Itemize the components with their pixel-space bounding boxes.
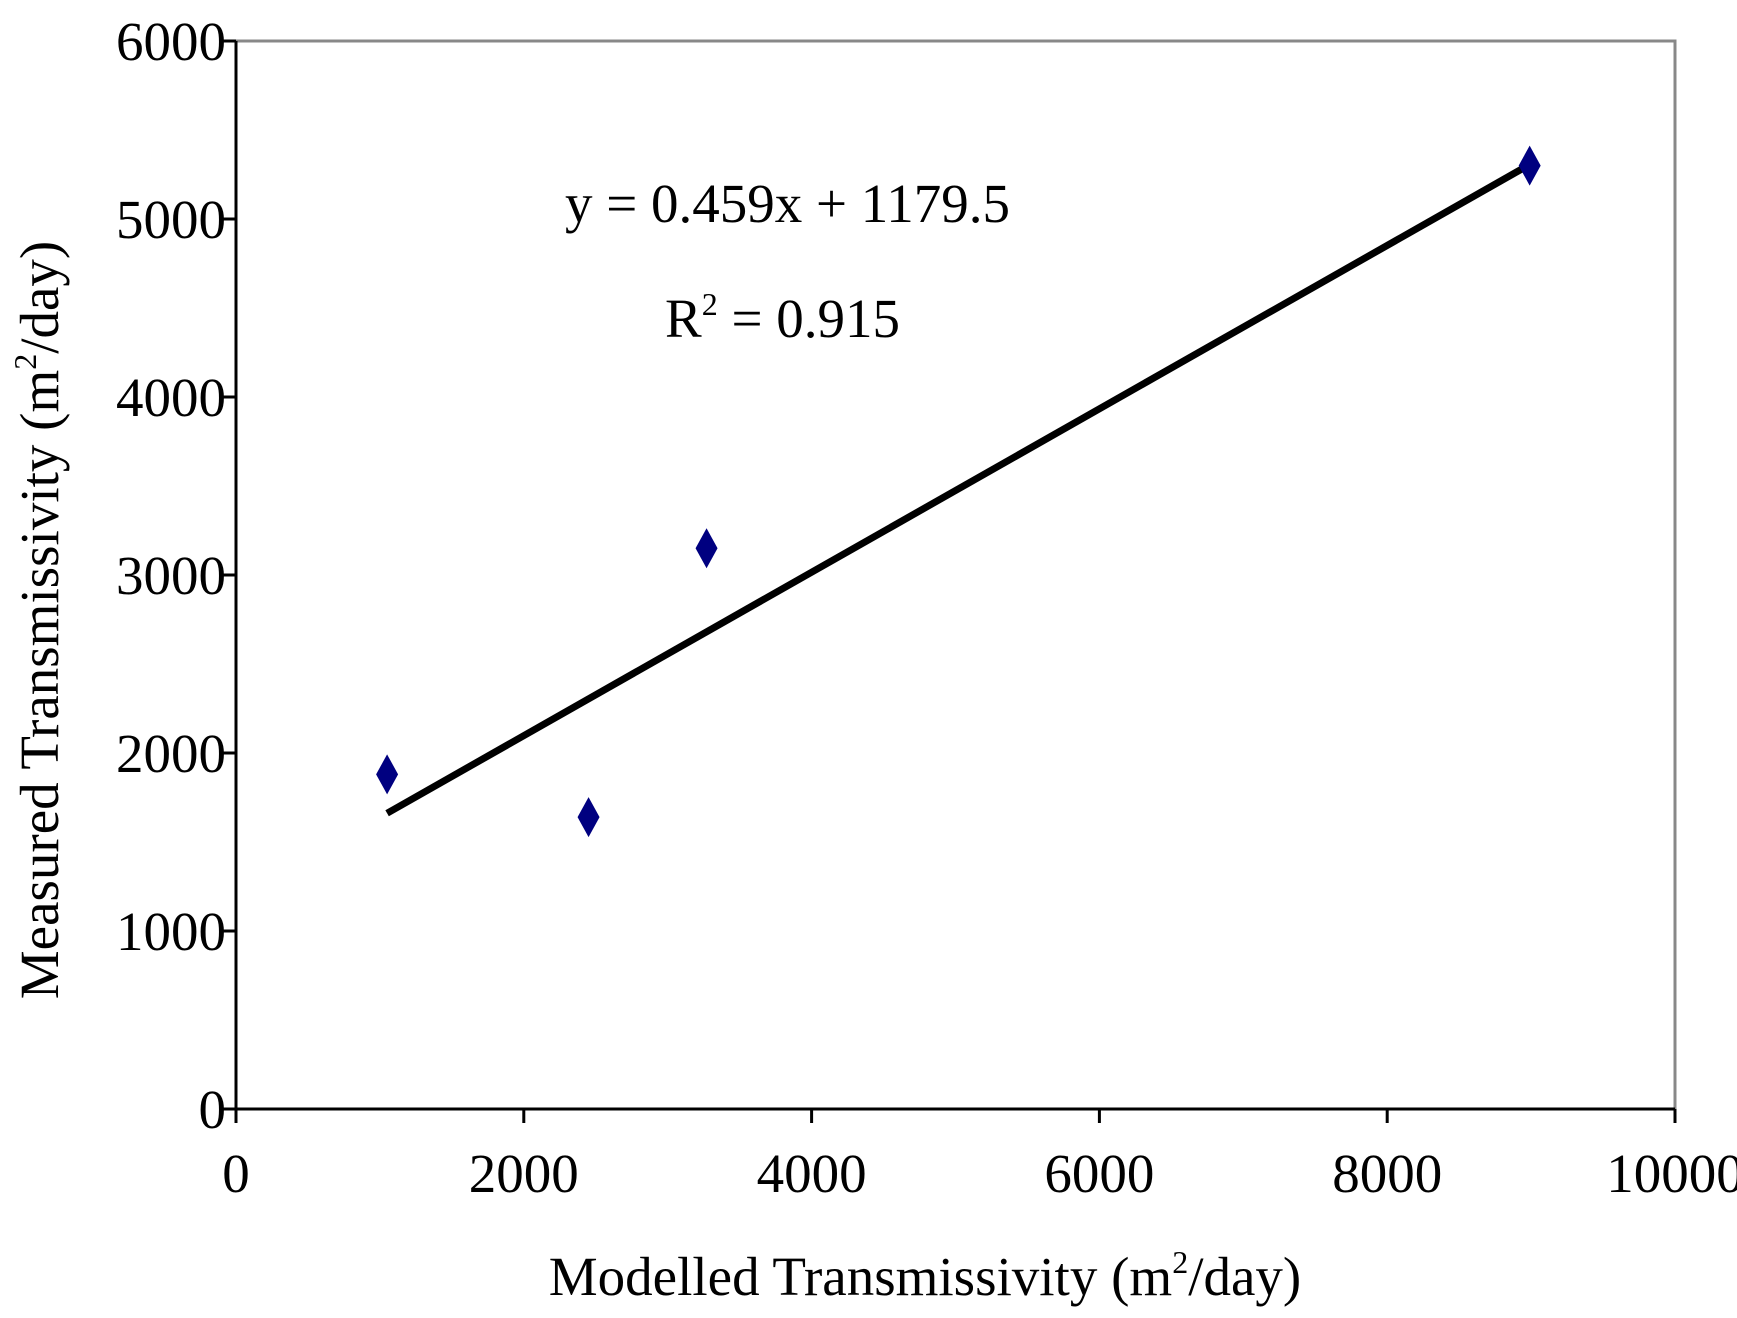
x-tick-label: 10000 xyxy=(1606,1143,1737,1204)
data-point xyxy=(695,528,718,569)
data-point xyxy=(577,797,600,838)
y-tick-label: 2000 xyxy=(116,723,226,784)
x-tick-label: 8000 xyxy=(1332,1143,1442,1204)
data-point xyxy=(1518,145,1541,186)
y-tick-label: 4000 xyxy=(116,367,226,428)
x-tick-label: 6000 xyxy=(1044,1143,1154,1204)
data-point xyxy=(376,754,399,795)
y-tick-label: 3000 xyxy=(116,545,226,606)
y-tick-label: 5000 xyxy=(116,189,226,250)
y-tick-label: 6000 xyxy=(116,11,226,72)
trendline-equation: y = 0.459x + 1179.5 xyxy=(565,173,1010,234)
y-axis-label: Measured Transmissivity (m2/day) xyxy=(7,241,70,999)
y-tick-label: 1000 xyxy=(116,901,226,962)
x-tick-label: 0 xyxy=(222,1143,250,1204)
y-tick-label: 0 xyxy=(199,1079,227,1140)
trendline xyxy=(385,160,1533,817)
x-axis-label: Modelled Transmissivity (m2/day) xyxy=(549,1244,1301,1307)
x-tick-label: 4000 xyxy=(757,1143,867,1204)
r-squared: R2 = 0.915 xyxy=(665,286,900,349)
x-tick-label: 2000 xyxy=(469,1143,579,1204)
